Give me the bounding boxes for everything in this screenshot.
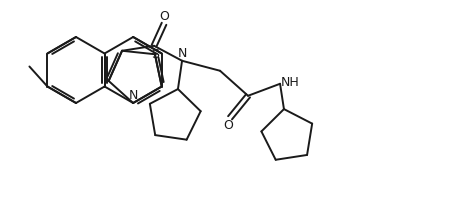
Text: N: N	[129, 89, 138, 102]
Text: O: O	[223, 119, 233, 132]
Text: NH: NH	[281, 76, 300, 89]
Text: N: N	[178, 47, 187, 60]
Text: S: S	[151, 48, 159, 61]
Text: O: O	[159, 10, 169, 23]
